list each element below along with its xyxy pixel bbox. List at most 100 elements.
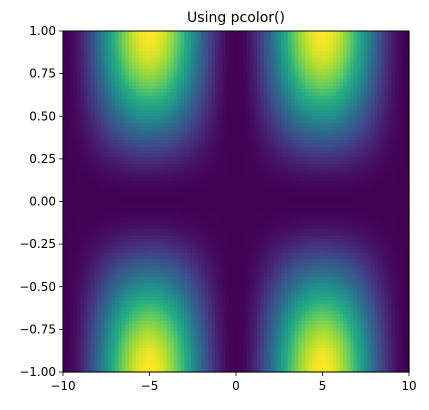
heatmap-cell (177, 126, 182, 131)
heatmap-cell (274, 41, 279, 46)
heatmap-cell (322, 95, 327, 100)
heatmap-cell (343, 174, 348, 179)
heatmap-cell (76, 116, 81, 121)
heatmap-cell (405, 191, 410, 196)
heatmap-cell (336, 99, 341, 104)
heatmap-cell (294, 177, 299, 182)
heatmap-cell (308, 82, 313, 87)
heatmap-cell (63, 112, 68, 117)
heatmap-cell (312, 129, 317, 134)
heatmap-cell (166, 153, 171, 158)
heatmap-cell (236, 102, 241, 107)
heatmap-cell (384, 71, 389, 76)
heatmap-cell (353, 41, 358, 46)
heatmap-cell (156, 92, 161, 97)
heatmap-cell (104, 85, 109, 90)
heatmap-cell (211, 136, 216, 141)
heatmap-cell (249, 102, 254, 107)
heatmap-cell (201, 99, 206, 104)
heatmap-cell (104, 51, 109, 56)
heatmap-cell (211, 181, 216, 186)
heatmap-cell (270, 198, 275, 203)
heatmap-cell (357, 146, 362, 151)
heatmap-cell (83, 106, 88, 111)
heatmap-cell (132, 167, 137, 172)
heatmap-cell (215, 109, 220, 114)
heatmap-cell (201, 157, 206, 162)
heatmap-cell (66, 44, 71, 49)
heatmap-cell (152, 194, 158, 199)
heatmap-cell (402, 129, 407, 134)
heatmap-cell (135, 75, 140, 80)
heatmap-cell (204, 191, 209, 196)
heatmap-cell (312, 88, 317, 93)
heatmap-cell (405, 88, 410, 93)
heatmap-cell (308, 143, 313, 148)
heatmap-cell (253, 140, 258, 145)
heatmap-cell (294, 126, 299, 131)
heatmap-cell (146, 187, 151, 192)
heatmap-cell (329, 129, 334, 134)
heatmap-cell (121, 58, 126, 63)
heatmap-cell (360, 82, 365, 87)
heatmap-cell (146, 181, 151, 186)
heatmap-cell (104, 61, 109, 66)
heatmap-cell (374, 78, 379, 83)
heatmap-cell (159, 191, 164, 196)
heatmap-cell (149, 78, 154, 83)
heatmap-cell (377, 181, 382, 186)
heatmap-cell (374, 140, 379, 145)
heatmap-cell (325, 99, 331, 104)
heatmap-cell (87, 123, 92, 128)
heatmap-cell (315, 146, 320, 151)
heatmap-cell (280, 163, 286, 168)
heatmap-cell (357, 187, 362, 192)
heatmap-cell (173, 68, 178, 73)
heatmap-cell (402, 160, 407, 165)
heatmap-cell (215, 54, 220, 59)
heatmap-cell (280, 109, 286, 114)
heatmap-cell (101, 146, 106, 151)
heatmap-cell (236, 78, 241, 83)
heatmap-cell (146, 184, 151, 189)
heatmap-cell (222, 92, 227, 97)
heatmap-cell (204, 198, 209, 203)
heatmap-cell (83, 51, 88, 56)
heatmap-cell (204, 150, 209, 155)
heatmap-cell (336, 184, 341, 189)
heatmap-cell (118, 61, 123, 66)
heatmap-cell (66, 163, 71, 168)
heatmap-cell (173, 78, 178, 83)
heatmap-cell (287, 109, 292, 114)
heatmap-cell (384, 133, 389, 138)
heatmap-cell (159, 198, 164, 203)
heatmap-cell (405, 143, 410, 148)
heatmap-cell (395, 198, 400, 203)
heatmap-cell (242, 102, 247, 107)
heatmap-cell (384, 31, 389, 36)
heatmap-cell (114, 157, 119, 162)
heatmap-cell (166, 112, 171, 117)
heatmap-cell (184, 95, 189, 100)
heatmap-cell (197, 112, 202, 117)
heatmap-cell (239, 95, 244, 100)
heatmap-cell (236, 31, 241, 36)
heatmap-cell (225, 102, 230, 107)
heatmap-cell (256, 95, 261, 100)
heatmap-cell (159, 116, 164, 121)
heatmap-cell (329, 58, 334, 63)
heatmap-cell (90, 88, 95, 93)
heatmap-cell (277, 160, 282, 165)
heatmap-cell (364, 44, 369, 49)
heatmap-cell (135, 177, 140, 182)
heatmap-cell (301, 48, 306, 53)
heatmap-cell (139, 51, 144, 56)
heatmap-cell (132, 153, 137, 158)
heatmap-cell (90, 181, 95, 186)
heatmap-cell (357, 136, 362, 141)
heatmap-cell (301, 174, 306, 179)
heatmap-cell (208, 133, 213, 138)
heatmap-cell (353, 48, 358, 53)
heatmap-cell (208, 123, 213, 128)
heatmap-cell (97, 119, 102, 124)
